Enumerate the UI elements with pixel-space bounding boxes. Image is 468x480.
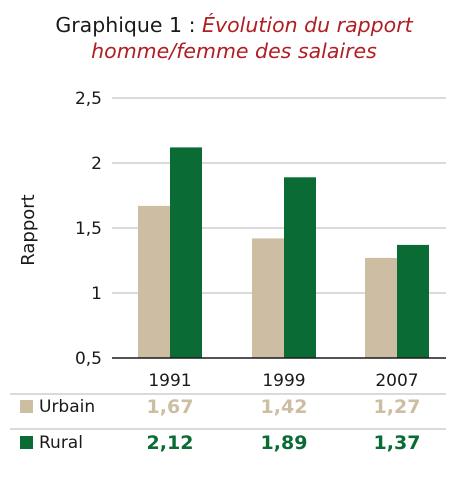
bar-urbain-1991 (138, 205, 170, 358)
y-tick-label: 1,5 (75, 219, 102, 239)
data-label-rural-1991: 2,12 (147, 432, 194, 454)
x-tick-label: 1991 (148, 371, 191, 391)
x-tick-label: 1999 (262, 371, 305, 391)
legend-label-urbain: Urbain (39, 397, 95, 417)
data-label-rural-2007: 1,37 (374, 432, 421, 454)
title-line-1: Évolution du rapport (202, 13, 413, 37)
data-label-rural-1999: 1,89 (261, 432, 308, 454)
title-prefix: Graphique 1 : (55, 13, 203, 37)
legend-label-rural: Rural (39, 433, 83, 453)
legend-swatch-rural (20, 436, 33, 449)
title-line-2: homme/femme des salaires (91, 39, 377, 63)
x-tick-label: 2007 (375, 371, 418, 391)
y-tick-label: 2,5 (75, 89, 102, 109)
y-tick-label: 0,5 (75, 349, 102, 369)
bar-urbain-1999 (252, 238, 284, 358)
legend-swatch-urbain (20, 400, 33, 413)
chart-title: Graphique 1 : Évolution du rapport homme… (0, 12, 468, 64)
y-tick-label: 2 (91, 154, 102, 174)
y-tick-label: 1 (91, 284, 102, 304)
bar-urbain-2007 (365, 257, 397, 358)
data-label-urbain-2007: 1,27 (374, 396, 421, 418)
y-axis-label: Rapport (18, 194, 39, 265)
data-label-urbain-1999: 1,42 (261, 396, 308, 418)
data-label-urbain-1991: 1,67 (147, 396, 194, 418)
bar-rural-1999 (284, 177, 316, 358)
bar-rural-2007 (397, 244, 429, 358)
bar-rural-1991 (170, 147, 202, 358)
